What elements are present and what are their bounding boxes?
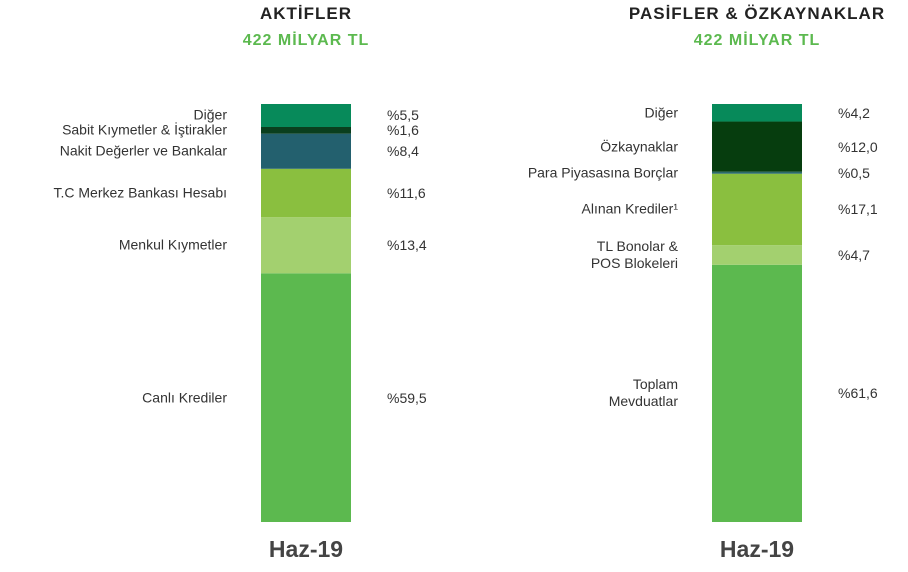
- segment-label: T.C Merkez Bankası Hesabı: [53, 184, 227, 201]
- chart-title: AKTİFLER: [259, 4, 353, 23]
- segment-label: Özkaynaklar: [600, 138, 678, 155]
- value-label: %0,5: [838, 164, 870, 181]
- bar-segment: [712, 171, 802, 174]
- value-label: %17,1: [838, 201, 878, 218]
- segment-label: Toplam Mevduatlar: [608, 376, 678, 410]
- chart-title: PASİFLER & ÖZKAYNAKLAR: [628, 4, 886, 23]
- bar-segment: [261, 217, 351, 274]
- bar-segment: [261, 273, 351, 522]
- bar-segment: [712, 264, 802, 522]
- segment-label: Diğer: [644, 104, 678, 121]
- segment-label: TL Bonolar & POS Blokeleri: [590, 237, 678, 271]
- bar-segment: [712, 104, 802, 122]
- value-label: %13,4: [387, 237, 427, 254]
- value-label: %11,6: [387, 185, 426, 202]
- segment-label: Diğer: [193, 106, 227, 123]
- value-label: %61,6: [838, 385, 878, 402]
- segment-label: Para Piyasasına Borçlar: [527, 164, 678, 181]
- segment-label: Sabit Kıymetler & İştirakler: [62, 121, 227, 138]
- value-label: %1,6: [387, 122, 419, 139]
- bar-segment: [261, 168, 351, 218]
- bar-segment: [261, 126, 351, 134]
- value-label: %5,5: [387, 107, 419, 124]
- segment-label: Menkul Kıymetler: [118, 236, 227, 253]
- bar-segment: [712, 121, 802, 172]
- bar-segment: [261, 104, 351, 127]
- chart-subtitle: 422 MİLYAR TL: [242, 32, 370, 49]
- bar-segment: [712, 245, 802, 265]
- value-label: %4,2: [838, 104, 870, 121]
- segment-label: Alınan Krediler¹: [581, 200, 679, 217]
- chart-subtitle: 422 MİLYAR TL: [693, 32, 821, 49]
- value-label: %12,0: [838, 138, 878, 155]
- bar-segment: [261, 133, 351, 169]
- value-label: %59,5: [387, 389, 427, 406]
- segment-label: Nakit Değerler ve Bankalar: [59, 142, 227, 159]
- category-label: Haz-19: [719, 536, 795, 562]
- category-label: Haz-19: [268, 536, 344, 562]
- value-label: %4,7: [838, 246, 870, 263]
- value-label: %8,4: [387, 143, 419, 160]
- segment-label: Canlı Krediler: [142, 389, 227, 406]
- bar-segment: [712, 173, 802, 246]
